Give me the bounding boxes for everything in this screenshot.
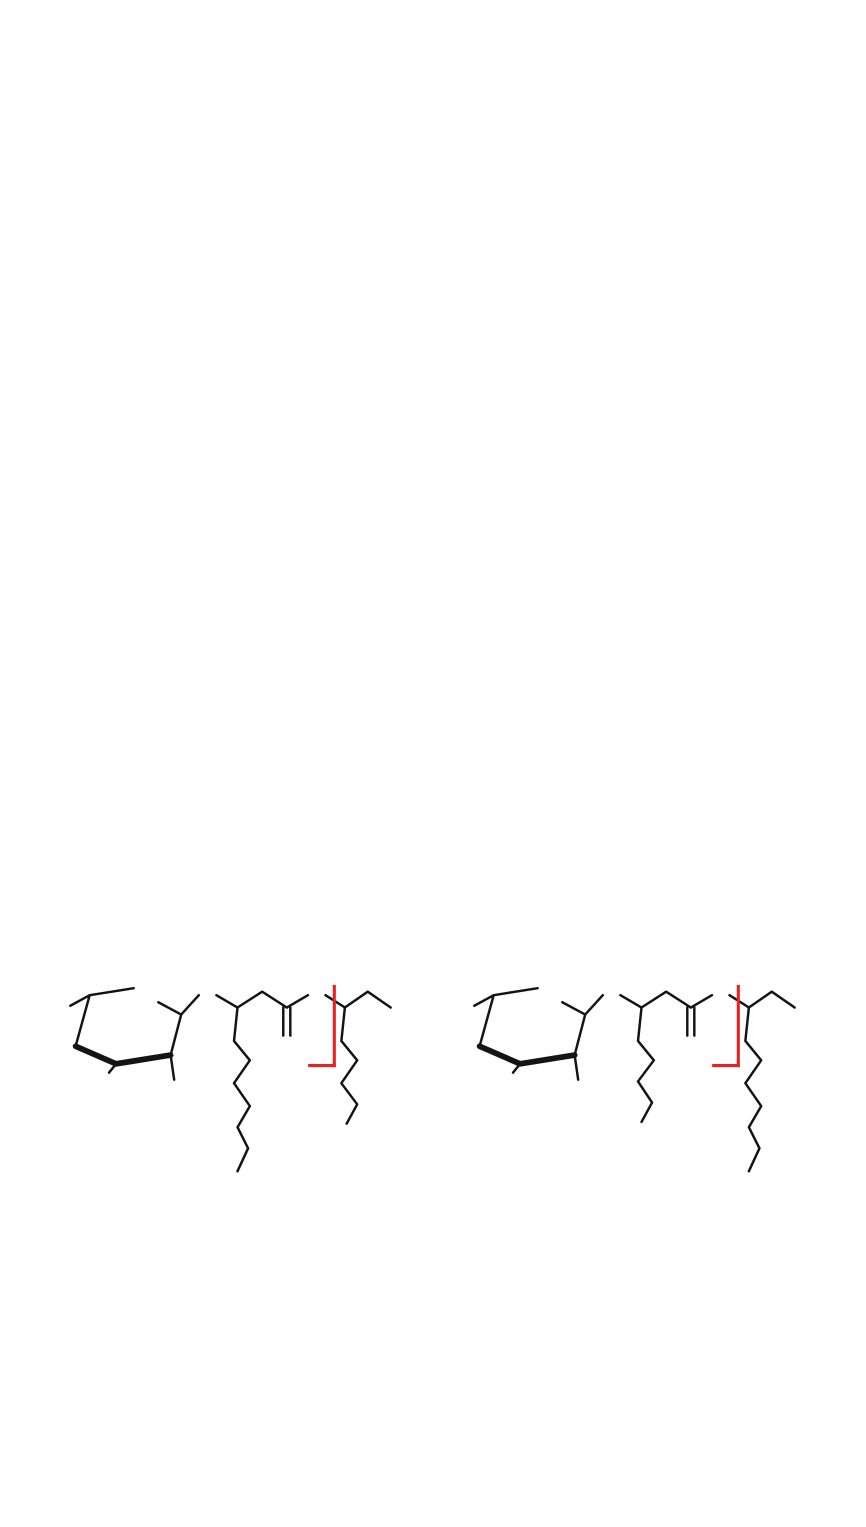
acyl-chain	[744, 1006, 763, 1173]
panel-b-chromatogram	[0, 505, 866, 955]
acyl-chain	[340, 1006, 359, 1125]
structure-rha-c10-c8	[70, 986, 390, 1173]
acyl-chain	[636, 1006, 656, 1124]
panel-a-bar-chart	[0, 0, 866, 505]
acyl-chain	[232, 1006, 252, 1173]
panel-c-mass-spectra	[0, 1200, 866, 1527]
panel-c-structures	[0, 950, 866, 1173]
structure-rha-c8-c10	[474, 986, 794, 1173]
